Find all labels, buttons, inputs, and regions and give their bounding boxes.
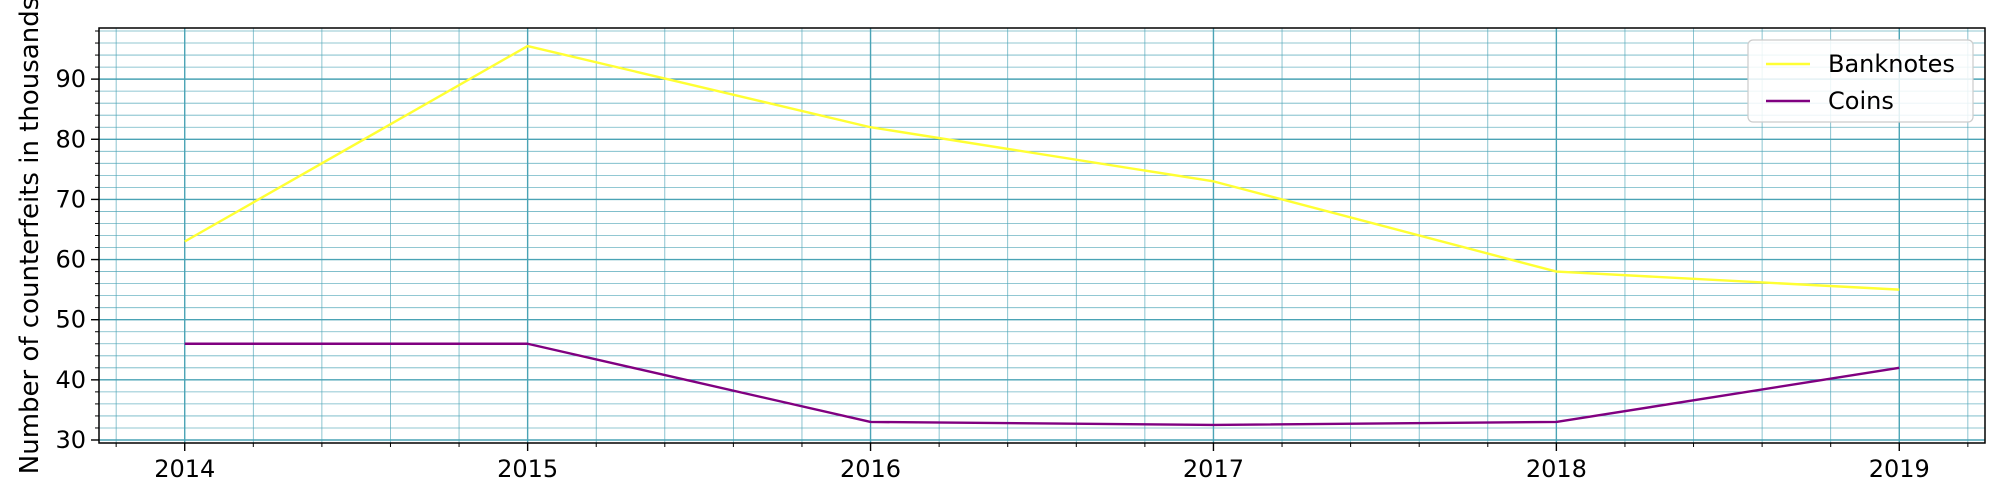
x-tick-label: 2015 <box>497 455 558 483</box>
legend-label-coins: Coins <box>1828 87 1894 115</box>
series-layer <box>184 44 1900 427</box>
x-axis-ticks: 2014 2015 2016 2017 2018 2019 <box>115 443 1969 483</box>
series-line-coins <box>184 342 1900 427</box>
x-tick-label: 2016 <box>840 455 901 483</box>
x-tick-label: 2018 <box>1526 455 1587 483</box>
x-tick-label: 2017 <box>1183 455 1244 483</box>
legend-label-banknotes: Banknotes <box>1828 50 1955 78</box>
y-tick-label: 40 <box>55 366 86 394</box>
y-tick-label: 90 <box>55 65 86 93</box>
y-tick-label: 80 <box>55 125 86 153</box>
y-tick-label: 50 <box>55 306 86 334</box>
x-tick-label: 2014 <box>154 455 215 483</box>
y-tick-label: 60 <box>55 246 86 274</box>
series-line-banknotes <box>184 44 1900 291</box>
y-tick-label: 30 <box>55 426 86 454</box>
x-tick-label: 2019 <box>1869 455 1930 483</box>
legend: Banknotes Coins <box>1747 39 1974 123</box>
y-axis-label: Number of counterfeits in thousands <box>15 0 45 474</box>
y-tick-label: 70 <box>55 185 86 213</box>
y-axis-ticks: 30 40 50 60 70 80 90 <box>55 30 99 454</box>
minor-grid <box>99 28 1985 443</box>
major-grid <box>99 28 1985 443</box>
